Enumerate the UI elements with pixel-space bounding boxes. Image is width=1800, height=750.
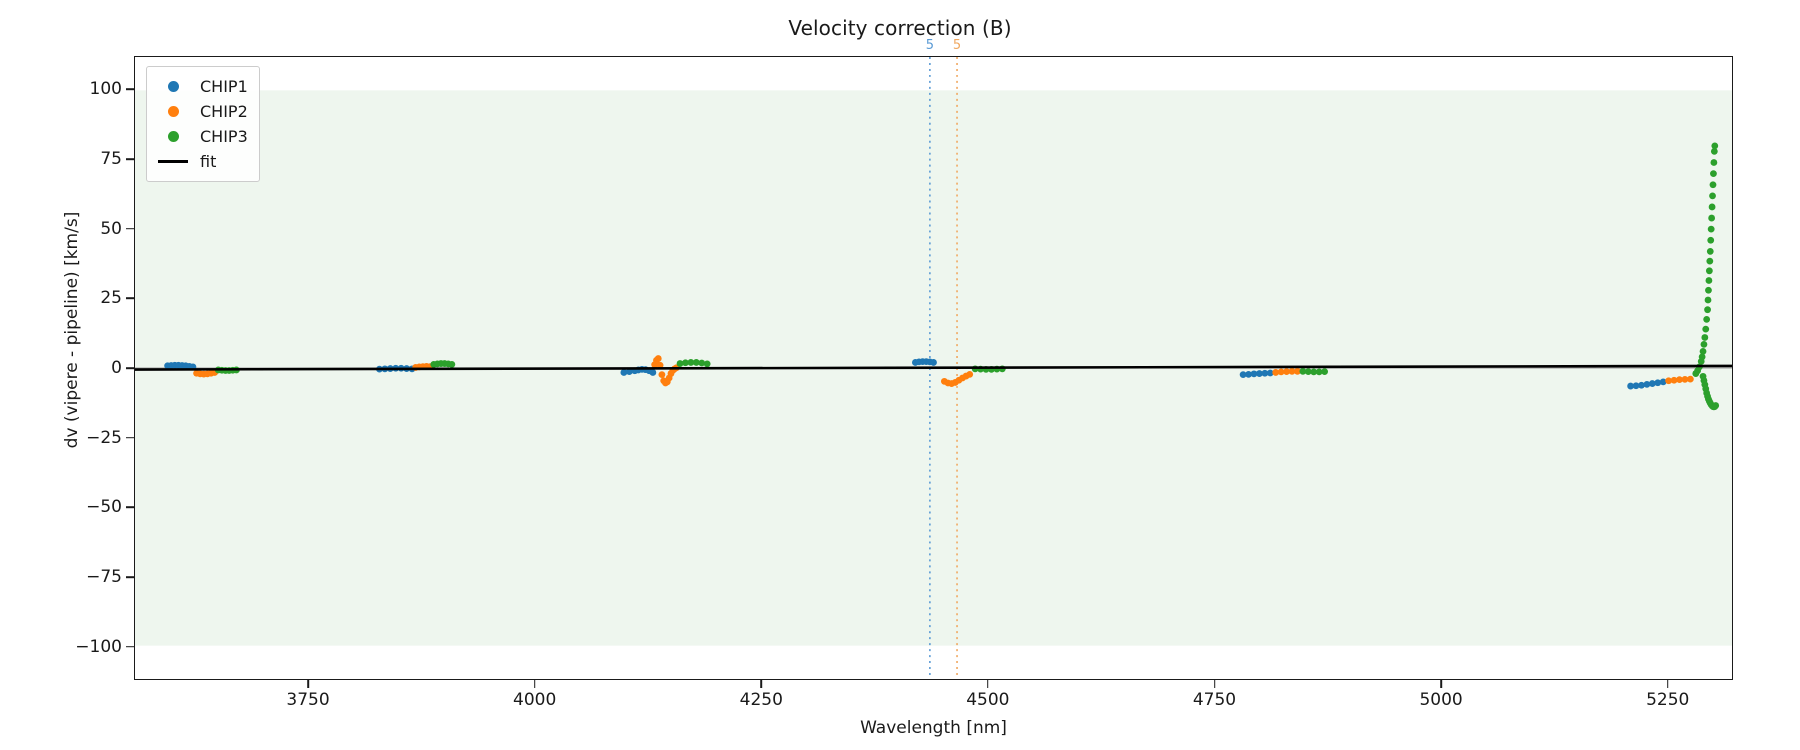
legend-marker-0: [156, 81, 190, 92]
legend-dot-icon: [167, 106, 179, 117]
legend-marker-2: [156, 131, 190, 142]
legend-marker-3: [156, 160, 190, 163]
legend-line-icon: [158, 160, 188, 163]
y-tick-label-1: 75: [100, 149, 122, 170]
x-tick-label-0: 3750: [286, 690, 330, 710]
legend-item-fit[interactable]: fit: [156, 149, 248, 174]
vertical-marker-label-0: 5: [925, 38, 934, 53]
legend-item-chip1[interactable]: CHIP1: [156, 74, 248, 99]
y-tick-mark-4: [126, 367, 134, 369]
x-tick-mark-3: [987, 680, 989, 688]
y-tick-label-6: −50: [86, 497, 122, 518]
vertical-marker-label-1: 5: [952, 38, 962, 53]
legend-dot-icon: [167, 81, 179, 92]
y-tick-label-3: 25: [100, 288, 122, 309]
y-tick-mark-3: [126, 297, 134, 300]
legend-label: CHIP3: [200, 127, 248, 146]
legend-label: CHIP1: [200, 77, 248, 96]
plot-canvas: [135, 57, 1732, 679]
x-tick-label-6: 5250: [1646, 690, 1690, 710]
y-tick-mark-7: [126, 576, 134, 578]
y-tick-mark-8: [126, 645, 134, 648]
legend-item-chip2[interactable]: CHIP2: [156, 99, 248, 124]
legend-marker-1: [156, 106, 190, 117]
y-tick-mark-2: [126, 227, 134, 230]
x-tick-label-4: 4750: [1192, 690, 1237, 710]
legend-item-chip3[interactable]: CHIP3: [156, 124, 248, 149]
plot-area: [134, 56, 1733, 680]
x-tick-mark-0: [307, 680, 309, 688]
x-tick-label-3: 4500: [966, 690, 1010, 710]
x-axis-label: Wavelength [nm]: [860, 718, 1007, 738]
y-tick-label-4: 0: [111, 358, 122, 378]
x-tick-mark-4: [1213, 680, 1216, 688]
y-tick-label-0: 100: [89, 79, 122, 100]
legend-label: CHIP2: [200, 102, 248, 121]
y-tick-label-2: 50: [100, 218, 122, 239]
y-tick-mark-6: [126, 506, 134, 509]
legend-dot-icon: [167, 131, 179, 142]
x-tick-mark-5: [1440, 680, 1442, 688]
x-tick-label-5: 5000: [1419, 690, 1463, 710]
y-tick-mark-5: [126, 436, 134, 439]
y-tick-label-7: −75: [86, 566, 122, 587]
legend-label: fit: [200, 152, 217, 171]
chart-title: Velocity correction (B): [788, 16, 1012, 40]
y-tick-mark-1: [126, 158, 134, 160]
y-tick-label-5: −25: [86, 427, 122, 448]
y-tick-label-8: −100: [75, 636, 122, 657]
x-tick-mark-2: [760, 680, 763, 688]
x-tick-label-1: 4000: [513, 690, 557, 710]
series-chip2: [193, 355, 1694, 387]
y-axis-label: dv (vipere - pipeline) [km/s]: [62, 211, 82, 449]
chart-legend: CHIP1 CHIP2 CHIP3 fit: [146, 66, 260, 182]
x-tick-mark-6: [1666, 680, 1669, 688]
y-tick-mark-0: [126, 88, 134, 91]
x-tick-label-2: 4250: [739, 690, 783, 710]
x-tick-mark-1: [533, 680, 536, 688]
fit-line: [135, 364, 1732, 371]
